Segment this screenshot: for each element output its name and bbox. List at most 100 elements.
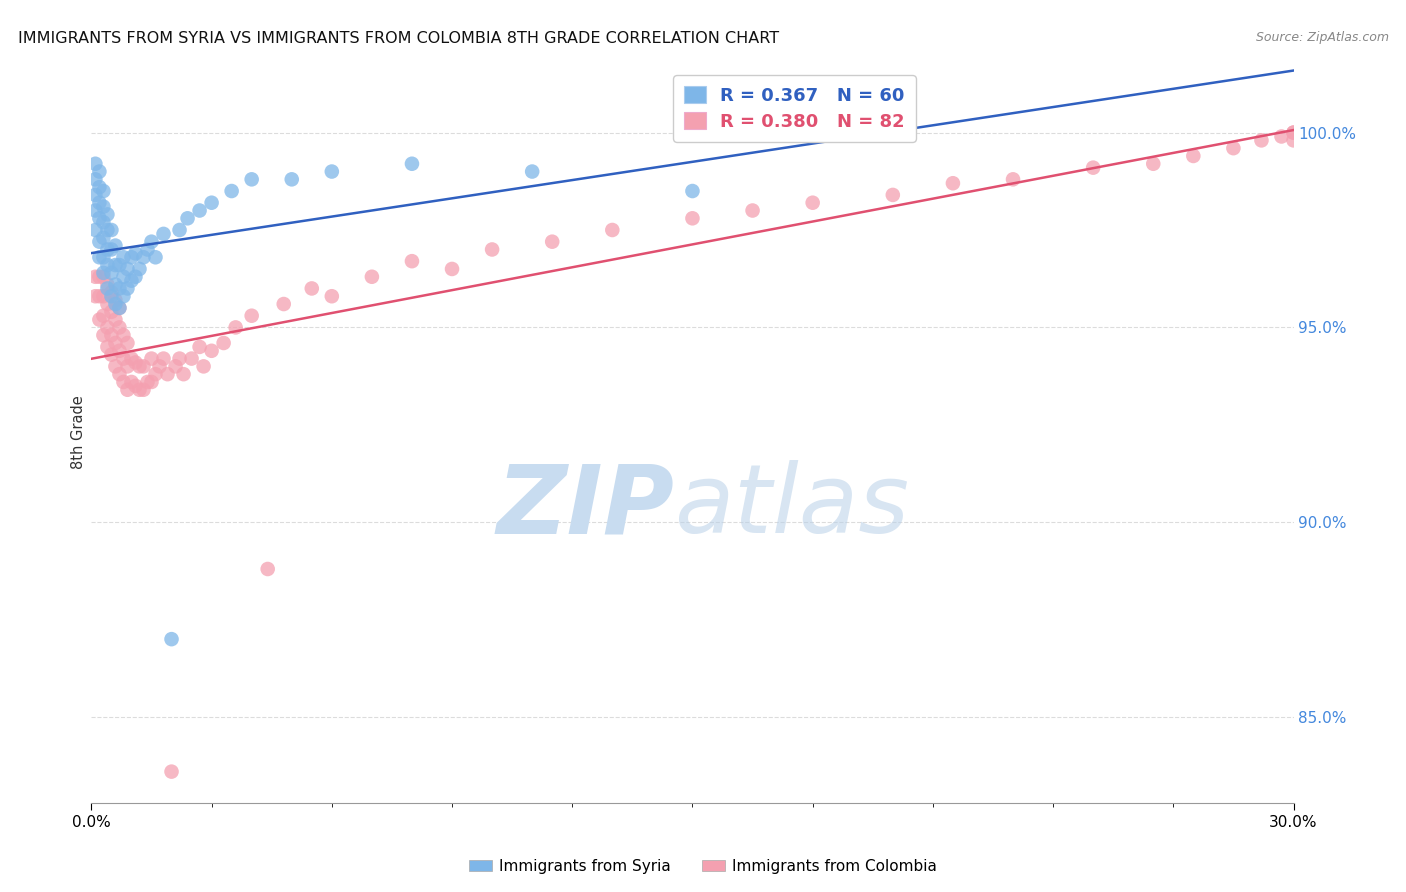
Point [136,243,159,257]
Point [145,367,167,381]
Point [1282,126,1305,140]
Point [169,351,191,366]
Point [321,289,343,303]
Point [1282,126,1305,140]
Point [148,359,170,374]
Point [84,188,107,202]
Point [1282,133,1305,147]
Point [96,297,118,311]
Point [108,343,131,358]
Point [212,336,235,351]
Point [93,266,115,280]
Point [301,281,323,295]
Point [104,258,127,272]
Point [401,157,423,171]
Point [104,293,127,307]
Point [108,301,131,315]
Point [681,184,703,198]
Point [128,383,150,397]
Point [156,367,179,381]
Point [104,238,127,252]
Text: IMMIGRANTS FROM SYRIA VS IMMIGRANTS FROM COLOMBIA 8TH GRADE CORRELATION CHART: IMMIGRANTS FROM SYRIA VS IMMIGRANTS FROM… [18,31,779,46]
Point [541,235,564,249]
Point [96,243,118,257]
Point [89,211,111,226]
Point [124,355,146,369]
Point [132,359,155,374]
Text: ZIP: ZIP [496,460,675,553]
Point [108,281,131,295]
Point [108,367,131,381]
Point [112,351,135,366]
Point [141,235,163,249]
Point [89,289,111,303]
Point [1083,161,1105,175]
Point [84,203,107,218]
Point [225,320,247,334]
Point [193,359,215,374]
Point [96,277,118,292]
Point [240,172,263,186]
Point [145,250,167,264]
Point [165,359,187,374]
Point [360,269,382,284]
Point [256,562,278,576]
Point [104,312,127,326]
Point [89,312,111,326]
Point [93,184,115,198]
Point [84,223,107,237]
Point [100,266,122,280]
Point [221,184,243,198]
Point [89,235,111,249]
Point [132,250,155,264]
Point [481,243,503,257]
Point [1142,157,1164,171]
Point [173,367,195,381]
Point [96,207,118,221]
Point [112,250,135,264]
Point [176,211,198,226]
Point [100,348,122,362]
Legend: R = 0.367   N = 60, R = 0.380   N = 82: R = 0.367 N = 60, R = 0.380 N = 82 [673,75,915,142]
Point [117,383,139,397]
Point [112,289,135,303]
Point [273,297,295,311]
Point [188,203,211,218]
Point [121,250,143,264]
Point [136,375,159,389]
Point [89,269,111,284]
Point [124,246,146,260]
Point [440,262,463,277]
Point [89,195,111,210]
Point [96,223,118,237]
Point [121,375,143,389]
Point [128,359,150,374]
Text: atlas: atlas [675,460,910,553]
Point [93,289,115,303]
Point [112,375,135,389]
Point [117,359,139,374]
Point [801,195,824,210]
Point [240,309,263,323]
Point [89,164,111,178]
Point [401,254,423,268]
Legend: Immigrants from Syria, Immigrants from Colombia: Immigrants from Syria, Immigrants from C… [463,853,943,880]
Point [100,243,122,257]
Point [1001,172,1024,186]
Point [281,172,304,186]
Point [128,262,150,277]
Point [100,328,122,343]
Point [96,320,118,334]
Point [100,305,122,319]
Point [152,227,174,241]
Point [117,281,139,295]
Point [89,180,111,194]
Point [141,351,163,366]
Point [93,200,115,214]
Point [602,223,624,237]
Point [882,188,904,202]
Point [93,328,115,343]
Point [741,203,763,218]
Point [121,351,143,366]
Point [188,340,211,354]
